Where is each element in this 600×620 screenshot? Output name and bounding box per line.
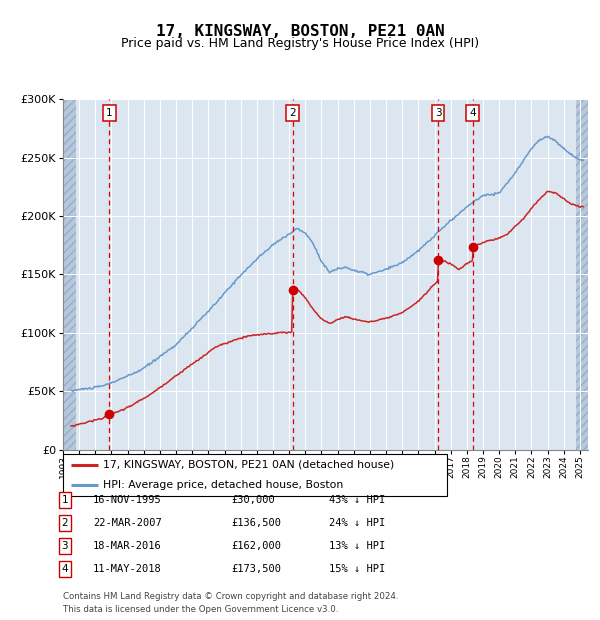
Text: 4: 4 <box>469 108 476 118</box>
Text: 2: 2 <box>61 518 68 528</box>
Text: 13% ↓ HPI: 13% ↓ HPI <box>329 541 385 551</box>
Bar <box>576 99 588 449</box>
Text: £162,000: £162,000 <box>231 541 281 551</box>
Bar <box>63 99 76 449</box>
Text: 17, KINGSWAY, BOSTON, PE21 0AN: 17, KINGSWAY, BOSTON, PE21 0AN <box>155 24 445 38</box>
Text: Contains HM Land Registry data © Crown copyright and database right 2024.: Contains HM Land Registry data © Crown c… <box>63 592 398 601</box>
Text: This data is licensed under the Open Government Licence v3.0.: This data is licensed under the Open Gov… <box>63 604 338 614</box>
Text: 1: 1 <box>61 495 68 505</box>
Text: 1: 1 <box>106 108 113 118</box>
Text: 22-MAR-2007: 22-MAR-2007 <box>93 518 162 528</box>
Text: Price paid vs. HM Land Registry's House Price Index (HPI): Price paid vs. HM Land Registry's House … <box>121 37 479 50</box>
Text: 3: 3 <box>61 541 68 551</box>
Text: 17, KINGSWAY, BOSTON, PE21 0AN (detached house): 17, KINGSWAY, BOSTON, PE21 0AN (detached… <box>103 460 395 470</box>
Text: 2: 2 <box>289 108 296 118</box>
FancyBboxPatch shape <box>63 454 447 496</box>
Text: 11-MAY-2018: 11-MAY-2018 <box>93 564 162 574</box>
Text: 24% ↓ HPI: 24% ↓ HPI <box>329 518 385 528</box>
Text: £173,500: £173,500 <box>231 564 281 574</box>
Text: £30,000: £30,000 <box>231 495 275 505</box>
Text: 4: 4 <box>61 564 68 574</box>
Text: 43% ↓ HPI: 43% ↓ HPI <box>329 495 385 505</box>
Text: 16-NOV-1995: 16-NOV-1995 <box>93 495 162 505</box>
Text: £136,500: £136,500 <box>231 518 281 528</box>
Text: 18-MAR-2016: 18-MAR-2016 <box>93 541 162 551</box>
Text: HPI: Average price, detached house, Boston: HPI: Average price, detached house, Bost… <box>103 480 344 490</box>
Text: 3: 3 <box>434 108 441 118</box>
Text: 15% ↓ HPI: 15% ↓ HPI <box>329 564 385 574</box>
